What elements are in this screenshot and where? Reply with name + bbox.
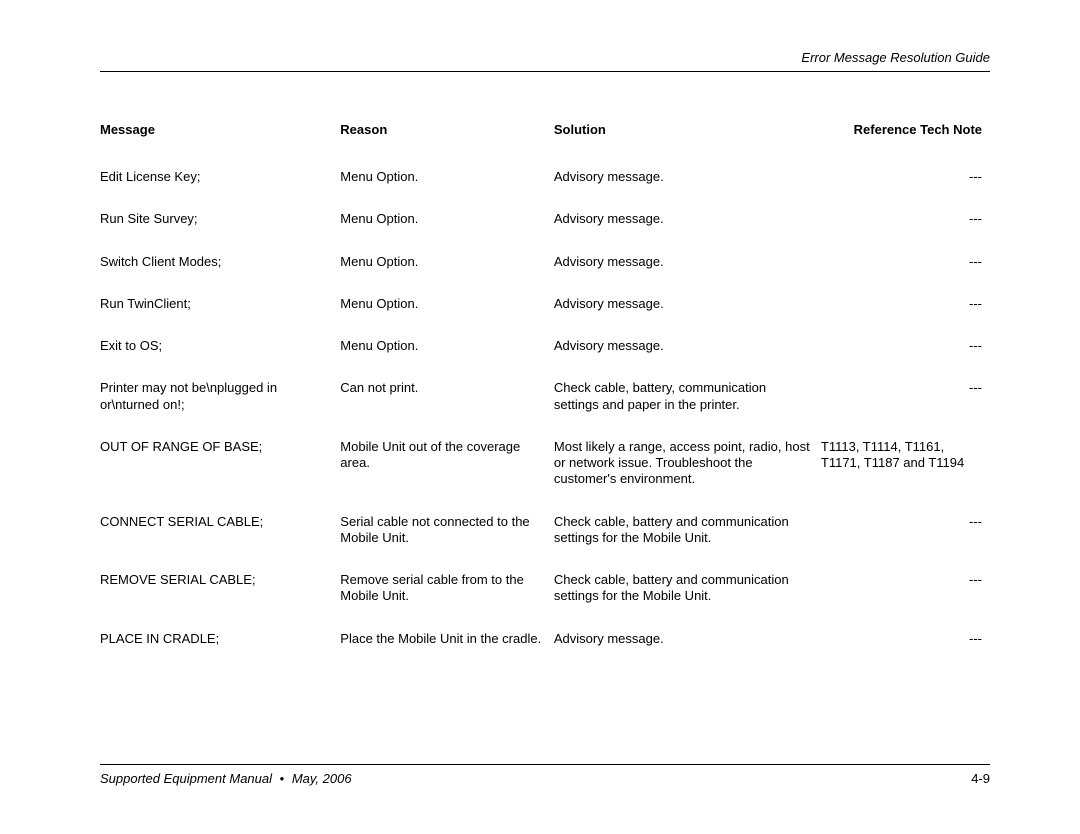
error-table: Message Reason Solution Reference Tech N…	[100, 122, 990, 673]
cell-message: Printer may not be\nplugged in or\nturne…	[100, 380, 340, 439]
cell-message: Edit License Key;	[100, 169, 340, 211]
cell-reason: Remove serial cable from to the Mobile U…	[340, 572, 554, 631]
cell-reference: ---	[821, 254, 990, 296]
cell-reason: Serial cable not connected to the Mobile…	[340, 514, 554, 573]
cell-solution: Advisory message.	[554, 296, 821, 338]
footer-date: May, 2006	[292, 771, 352, 786]
footer-line: Supported Equipment Manual • May, 2006 4…	[100, 764, 990, 786]
footer-manual: Supported Equipment Manual	[100, 771, 272, 786]
table-row: Exit to OS; Menu Option. Advisory messag…	[100, 338, 990, 380]
cell-reference: ---	[821, 380, 990, 439]
cell-solution: Advisory message.	[554, 254, 821, 296]
table-row: Run TwinClient; Menu Option. Advisory me…	[100, 296, 990, 338]
cell-reference: ---	[821, 169, 990, 211]
page-footer: Supported Equipment Manual • May, 2006 4…	[100, 764, 990, 786]
cell-reference: ---	[821, 338, 990, 380]
document-page: Error Message Resolution Guide Message R…	[0, 0, 1080, 834]
cell-solution: Advisory message.	[554, 338, 821, 380]
footer-page-number: 4-9	[971, 771, 990, 786]
cell-reason: Place the Mobile Unit in the cradle.	[340, 631, 554, 673]
cell-message: OUT OF RANGE OF BASE;	[100, 439, 340, 514]
cell-message: Exit to OS;	[100, 338, 340, 380]
table-row: REMOVE SERIAL CABLE; Remove serial cable…	[100, 572, 990, 631]
table-row: Run Site Survey; Menu Option. Advisory m…	[100, 211, 990, 253]
header-rule	[100, 71, 990, 72]
footer-left: Supported Equipment Manual • May, 2006	[100, 771, 352, 786]
cell-message: Run Site Survey;	[100, 211, 340, 253]
cell-message: PLACE IN CRADLE;	[100, 631, 340, 673]
table-body: Edit License Key; Menu Option. Advisory …	[100, 169, 990, 673]
running-header: Error Message Resolution Guide	[100, 50, 990, 71]
col-header-message: Message	[100, 122, 340, 169]
footer-bullet: •	[276, 771, 289, 786]
cell-message: Run TwinClient;	[100, 296, 340, 338]
table-row: PLACE IN CRADLE; Place the Mobile Unit i…	[100, 631, 990, 673]
cell-solution: Advisory message.	[554, 631, 821, 673]
table-row: Printer may not be\nplugged in or\nturne…	[100, 380, 990, 439]
cell-reference: ---	[821, 631, 990, 673]
cell-reference: ---	[821, 211, 990, 253]
cell-message: REMOVE SERIAL CABLE;	[100, 572, 340, 631]
cell-solution: Most likely a range, access point, radio…	[554, 439, 821, 514]
table-row: OUT OF RANGE OF BASE; Mobile Unit out of…	[100, 439, 990, 514]
cell-reason: Can not print.	[340, 380, 554, 439]
cell-reason: Menu Option.	[340, 211, 554, 253]
cell-reason: Menu Option.	[340, 254, 554, 296]
table-row: CONNECT SERIAL CABLE; Serial cable not c…	[100, 514, 990, 573]
cell-reason: Menu Option.	[340, 338, 554, 380]
cell-reference: T1113, T1114, T1161, T1171, T1187 and T1…	[821, 439, 990, 514]
table-row: Edit License Key; Menu Option. Advisory …	[100, 169, 990, 211]
cell-reason: Menu Option.	[340, 296, 554, 338]
cell-reason: Mobile Unit out of the coverage area.	[340, 439, 554, 514]
cell-message: Switch Client Modes;	[100, 254, 340, 296]
cell-reference: ---	[821, 514, 990, 573]
col-header-solution: Solution	[554, 122, 821, 169]
col-header-reason: Reason	[340, 122, 554, 169]
cell-reason: Menu Option.	[340, 169, 554, 211]
table-row: Switch Client Modes; Menu Option. Adviso…	[100, 254, 990, 296]
col-header-reference: Reference Tech Note	[821, 122, 990, 169]
cell-solution: Advisory message.	[554, 211, 821, 253]
cell-solution: Check cable, battery and communication s…	[554, 572, 821, 631]
cell-solution: Advisory message.	[554, 169, 821, 211]
cell-reference: ---	[821, 572, 990, 631]
cell-solution: Check cable, battery and communication s…	[554, 514, 821, 573]
table-header-row: Message Reason Solution Reference Tech N…	[100, 122, 990, 169]
cell-solution: Check cable, battery, communication sett…	[554, 380, 821, 439]
cell-reference: ---	[821, 296, 990, 338]
cell-message: CONNECT SERIAL CABLE;	[100, 514, 340, 573]
